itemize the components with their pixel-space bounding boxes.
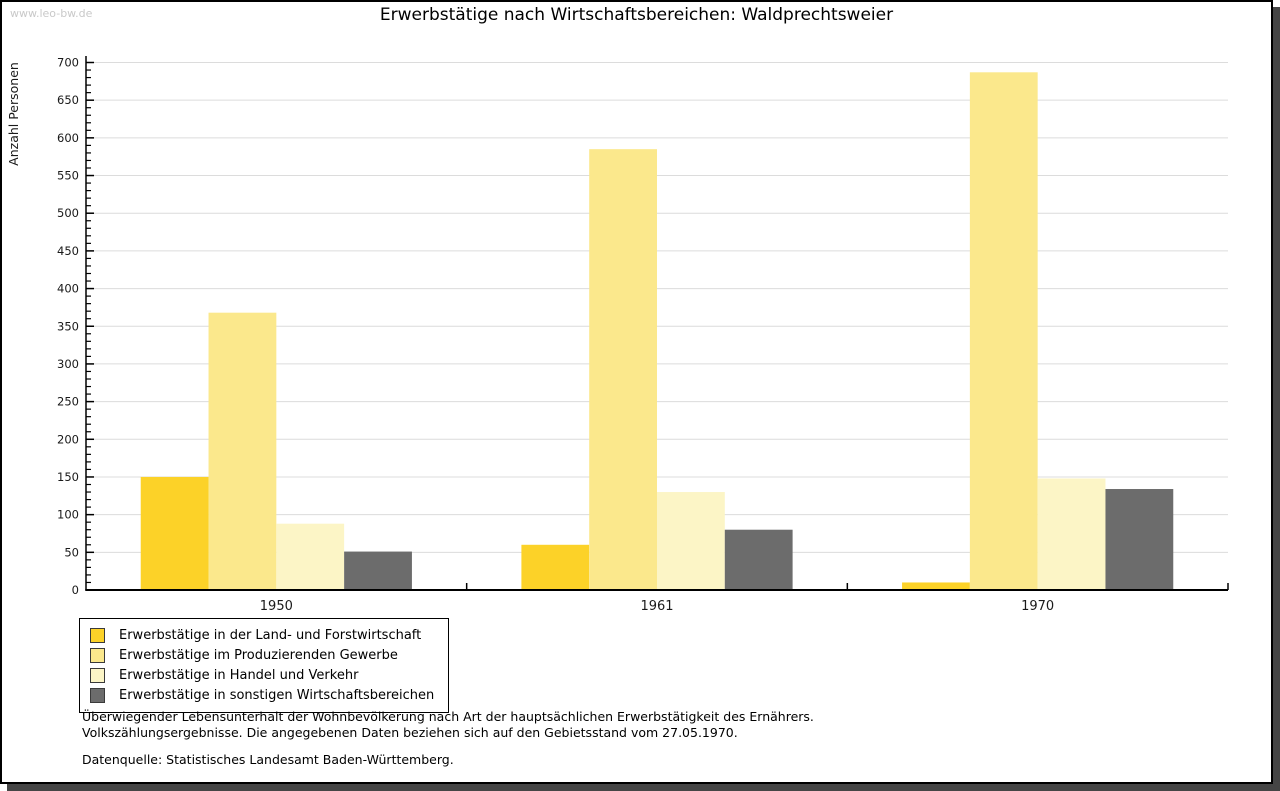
y-tick-label: 650 — [57, 93, 79, 107]
legend-swatch-land-forstwirtschaft — [90, 627, 105, 643]
legend-swatch-sonstige-wirtschaftsbereiche — [90, 687, 105, 703]
y-tick-label: 350 — [57, 319, 79, 333]
legend-label: Erwerbstätige in sonstigen Wirtschaftsbe… — [119, 687, 435, 703]
y-tick-label: 50 — [64, 545, 79, 559]
bar-1950-series-1 — [208, 312, 277, 590]
legend-item: Erwerbstätige in Handel und Verkehr — [90, 665, 438, 685]
watermark: www.leo-bw.de — [10, 7, 93, 20]
y-tick-label: 450 — [57, 244, 79, 258]
x-category-label: 1961 — [640, 599, 673, 614]
footnote-line-1: Überwiegender Lebensunterhalt der Wohnbe… — [82, 709, 814, 724]
bar-1950-series-2 — [276, 523, 345, 590]
bar-1961-series-0 — [521, 544, 590, 590]
data-source: Datenquelle: Statistisches Landesamt Bad… — [82, 752, 454, 767]
bar-1970-series-2 — [1037, 478, 1106, 590]
plot-area: 0 50 100 150 200 250 300 350 400 450 500 550 600 650 7… — [57, 56, 1229, 614]
x-category-label: 1970 — [1021, 599, 1054, 614]
y-tick-label: 700 — [57, 56, 79, 70]
legend-label: Erwerbstätige im Produzierenden Gewerbe — [119, 647, 398, 663]
legend-item: Erwerbstätige im Produzierenden Gewerbe — [90, 645, 438, 665]
y-tick-label: 300 — [57, 357, 79, 371]
chart-title: Erwerbstätige nach Wirtschaftsbereichen:… — [379, 5, 894, 25]
legend-item: Erwerbstätige in sonstigen Wirtschaftsbe… — [90, 685, 438, 705]
bar-1961-series-1 — [589, 149, 657, 591]
bar-1961-series-2 — [657, 492, 725, 590]
legend-label: Erwerbstätige in Handel und Verkehr — [119, 667, 359, 683]
footnote-line-2: Volkszählungsergebnisse. Die angegebenen… — [82, 724, 738, 740]
y-tick-label: 0 — [72, 583, 79, 597]
y-tick-label: 400 — [57, 282, 79, 296]
y-tick-label: 150 — [57, 470, 79, 484]
y-tick-label: 600 — [57, 131, 79, 145]
bar-chart: Anzahl Personen 0 50 100 150 200 250 300 350 400… — [6, 56, 1229, 614]
bar-1970-series-0 — [902, 582, 970, 590]
legend-item: Erwerbstätige in der Land- und Forstwirt… — [90, 625, 438, 645]
x-category-label: 1950 — [260, 599, 293, 614]
footnotes: Überwiegender Lebensunterhalt der Wohnbe… — [82, 709, 814, 768]
y-tick-label: 200 — [57, 432, 79, 446]
bar-1950-series-3 — [344, 551, 412, 590]
legend-swatch-handel-verkehr — [90, 667, 105, 683]
y-tick-label: 550 — [57, 169, 79, 183]
bar-1970-series-1 — [969, 72, 1038, 590]
y-tick-label: 500 — [57, 206, 79, 220]
legend: Erwerbstätige in der Land- und Forstwirt… — [79, 618, 449, 713]
bar-1961-series-3 — [724, 529, 793, 590]
legend-label: Erwerbstätige in der Land- und Forstwirt… — [119, 627, 422, 643]
bar-1970-series-3 — [1105, 489, 1174, 590]
y-axis-label: Anzahl Personen — [6, 62, 21, 166]
y-tick-label: 250 — [57, 395, 79, 409]
y-tick-label: 100 — [57, 508, 79, 522]
bar-1950-series-0 — [140, 476, 209, 590]
legend-swatch-produzierendes-gewerbe — [90, 647, 105, 663]
